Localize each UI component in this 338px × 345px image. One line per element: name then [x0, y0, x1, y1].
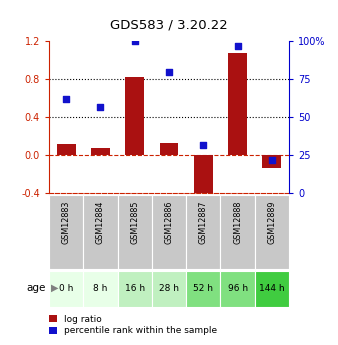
- Bar: [152, 271, 186, 307]
- Text: GSM12883: GSM12883: [62, 201, 71, 244]
- Point: [200, 142, 206, 147]
- Point: [98, 104, 103, 109]
- Bar: [83, 195, 118, 269]
- Point: [64, 96, 69, 102]
- Bar: [262, 155, 281, 168]
- Text: 16 h: 16 h: [125, 284, 145, 294]
- Bar: [49, 195, 83, 269]
- Bar: [49, 271, 83, 307]
- Bar: [118, 195, 152, 269]
- Text: 52 h: 52 h: [193, 284, 213, 294]
- Text: GSM12887: GSM12887: [199, 201, 208, 244]
- Text: 96 h: 96 h: [227, 284, 248, 294]
- Bar: [125, 77, 144, 155]
- Point: [166, 69, 172, 75]
- Legend: log ratio, percentile rank within the sample: log ratio, percentile rank within the sa…: [47, 313, 219, 337]
- Bar: [220, 271, 255, 307]
- Text: GDS583 / 3.20.22: GDS583 / 3.20.22: [110, 19, 228, 32]
- Text: 28 h: 28 h: [159, 284, 179, 294]
- Text: GSM12888: GSM12888: [233, 201, 242, 244]
- Text: GSM12885: GSM12885: [130, 201, 139, 244]
- Text: ▶: ▶: [51, 283, 58, 293]
- Text: GSM12889: GSM12889: [267, 201, 276, 244]
- Text: 0 h: 0 h: [59, 284, 73, 294]
- Point: [132, 39, 138, 44]
- Text: 144 h: 144 h: [259, 284, 285, 294]
- Bar: [255, 195, 289, 269]
- Bar: [255, 271, 289, 307]
- Text: GSM12886: GSM12886: [165, 201, 173, 244]
- Point: [269, 157, 274, 162]
- Point: [235, 43, 240, 49]
- Bar: [118, 271, 152, 307]
- Bar: [160, 143, 178, 155]
- Bar: [228, 53, 247, 155]
- Bar: [83, 271, 118, 307]
- Bar: [194, 155, 213, 198]
- Text: GSM12884: GSM12884: [96, 201, 105, 244]
- Bar: [152, 195, 186, 269]
- Text: age: age: [26, 283, 46, 293]
- Text: 8 h: 8 h: [93, 284, 107, 294]
- Bar: [186, 195, 220, 269]
- Bar: [91, 148, 110, 155]
- Bar: [57, 144, 76, 155]
- Bar: [186, 271, 220, 307]
- Bar: [220, 195, 255, 269]
